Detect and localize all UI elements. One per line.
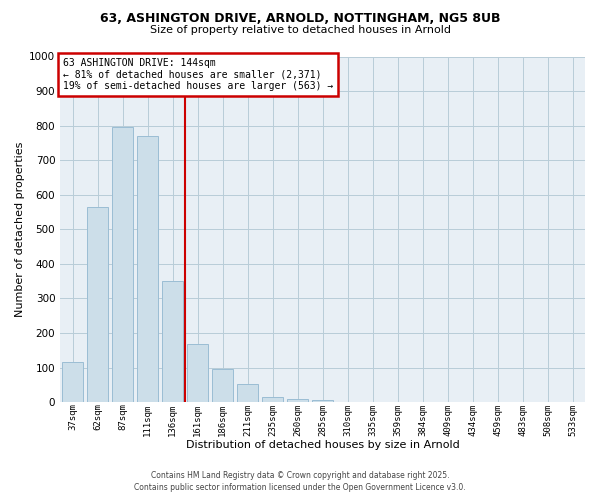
- Bar: [187, 344, 208, 402]
- Bar: [87, 207, 108, 402]
- Bar: [287, 400, 308, 402]
- Bar: [237, 384, 258, 402]
- Bar: [162, 281, 183, 402]
- Bar: [262, 397, 283, 402]
- Bar: [312, 400, 333, 402]
- Bar: [137, 136, 158, 402]
- Bar: [112, 128, 133, 402]
- Text: 63 ASHINGTON DRIVE: 144sqm
← 81% of detached houses are smaller (2,371)
19% of s: 63 ASHINGTON DRIVE: 144sqm ← 81% of deta…: [63, 58, 333, 92]
- Bar: [62, 362, 83, 402]
- Text: 63, ASHINGTON DRIVE, ARNOLD, NOTTINGHAM, NG5 8UB: 63, ASHINGTON DRIVE, ARNOLD, NOTTINGHAM,…: [100, 12, 500, 26]
- Y-axis label: Number of detached properties: Number of detached properties: [15, 142, 25, 317]
- Text: Contains HM Land Registry data © Crown copyright and database right 2025.
Contai: Contains HM Land Registry data © Crown c…: [134, 471, 466, 492]
- Text: Size of property relative to detached houses in Arnold: Size of property relative to detached ho…: [149, 25, 451, 35]
- Bar: [212, 368, 233, 402]
- X-axis label: Distribution of detached houses by size in Arnold: Distribution of detached houses by size …: [186, 440, 460, 450]
